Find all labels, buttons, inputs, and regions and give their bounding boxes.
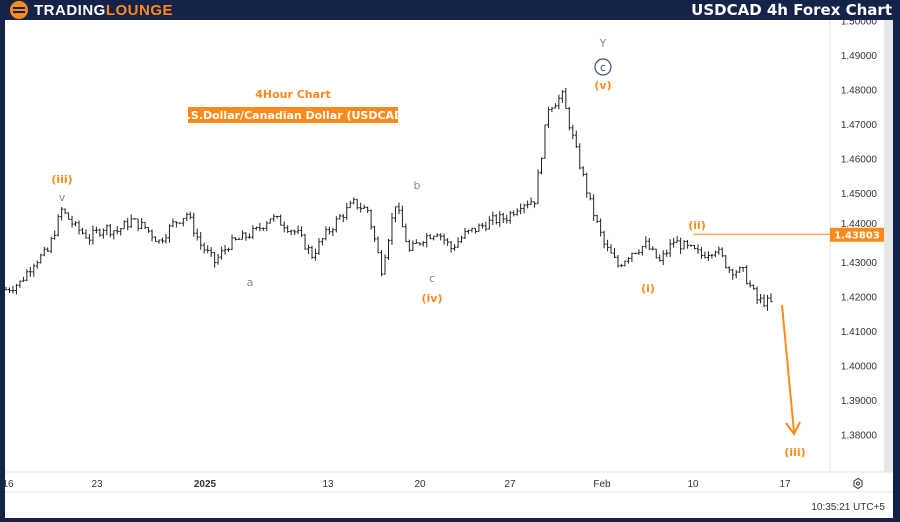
price-tick-label: 1.47000	[841, 120, 878, 131]
price-scrollbar	[884, 20, 893, 472]
gear-icon[interactable]	[853, 477, 863, 490]
logo-text-1: TRADING	[34, 1, 106, 19]
clock-readout: 10:35:21 UTC+5	[811, 502, 885, 513]
time-tick-label: 13	[322, 479, 334, 490]
price-tick-label: 1.43000	[841, 258, 878, 269]
price-tick-label: 1.50000	[841, 20, 878, 28]
time-tick-label: 27	[504, 479, 516, 490]
price-tick-label: 1.49000	[841, 51, 878, 62]
price-tick-label: 1.38000	[841, 431, 878, 442]
price-tick-label: 1.42000	[841, 293, 878, 304]
price-tick-label: 1.40000	[841, 362, 878, 373]
logo-text-2: LOUNGE	[105, 1, 173, 19]
wave-label: (v)	[594, 79, 611, 92]
price-tag-label: 1.43803	[834, 230, 880, 241]
wave-label: (i)	[641, 282, 655, 295]
time-tick-label: 16	[5, 479, 14, 490]
chart-panel[interactable]: 1.50000 1.49000 1.48000 1.47000 1.46000 1.450…	[5, 20, 893, 518]
timeframe-title: 4Hour Chart	[255, 88, 331, 101]
wave-label: (iii)	[784, 446, 805, 459]
instrument-title: U.S.Dollar/Canadian Dollar (USDCAD)	[178, 109, 408, 122]
wave-label: (iv)	[422, 292, 443, 305]
price-tick-label: 1.39000	[841, 396, 878, 407]
time-tick-label: 10	[687, 479, 699, 490]
wave-label: a	[247, 276, 254, 289]
wave-label: b	[414, 179, 421, 192]
wave-label: (ii)	[688, 219, 706, 232]
time-tick-label: 2025	[194, 479, 217, 490]
tradinglounge-logo: TRADINGLOUNGE	[10, 1, 173, 19]
logo-icon	[10, 1, 28, 19]
price-tick-label: 1.48000	[841, 86, 878, 97]
arrow-head-icon	[785, 421, 801, 436]
time-tick-label: 17	[779, 479, 791, 490]
price-tick-label: 1.41000	[841, 327, 878, 338]
time-tick-label: 20	[414, 479, 426, 490]
price-tag-bg	[830, 227, 884, 242]
wave-label: c	[600, 61, 606, 74]
chart-svg[interactable]: 1.50000 1.49000 1.48000 1.47000 1.46000 1.450…	[5, 20, 893, 518]
price-tick-label: 1.45000	[841, 189, 878, 200]
wave-circle	[594, 58, 612, 76]
projection-arrow	[781, 304, 795, 433]
wave-label: v	[59, 191, 66, 204]
header-title: USDCAD 4h Forex Chart	[691, 1, 892, 19]
time-tick-label: 23	[91, 479, 103, 490]
wave-label: Y	[599, 37, 607, 50]
price-tick-label: 1.44000	[841, 219, 878, 230]
wave-label: c	[429, 272, 435, 285]
time-tick-label: Feb	[593, 479, 611, 490]
wave-label: (iii)	[51, 173, 72, 186]
instrument-title-bg	[188, 107, 398, 123]
price-tick-label: 1.46000	[841, 155, 878, 166]
